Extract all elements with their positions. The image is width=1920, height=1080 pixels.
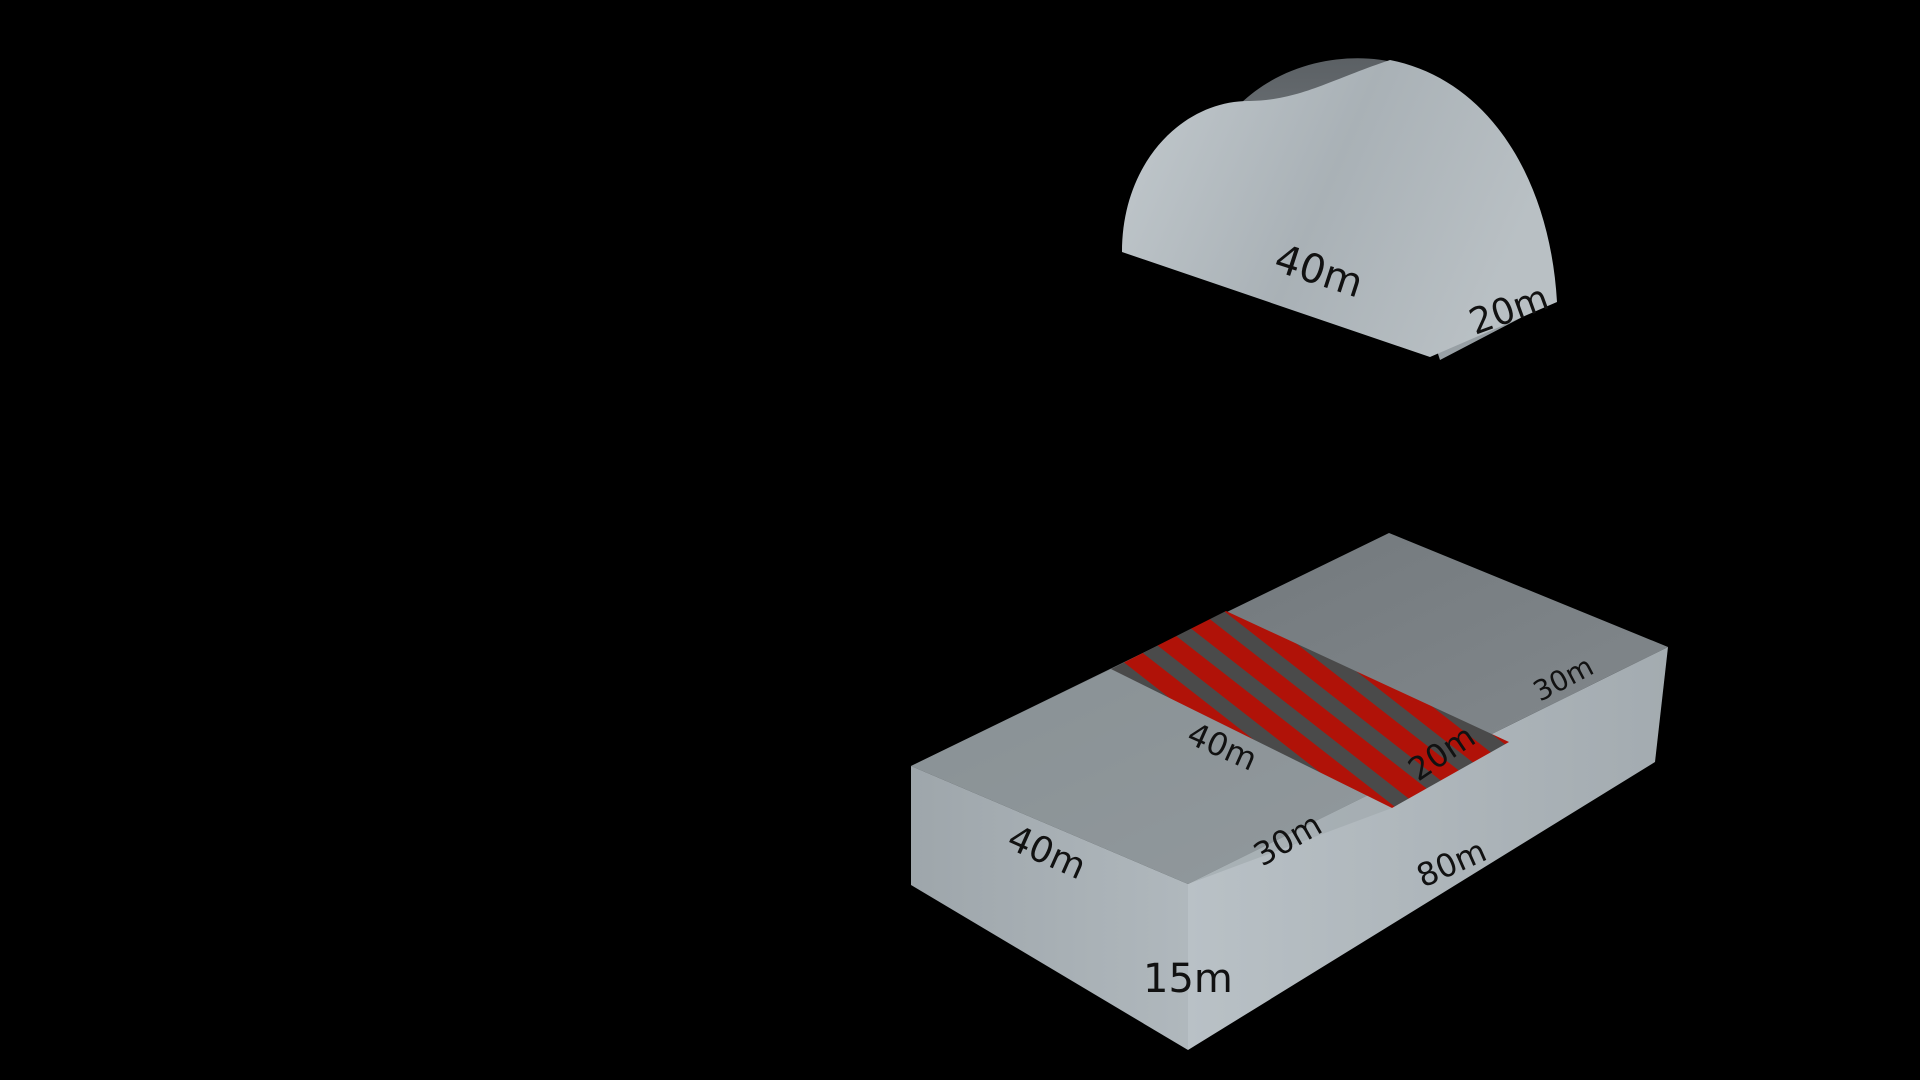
block-front-face bbox=[1188, 647, 1668, 1050]
rectangular-block-shape: 40m 20m 30m 30m 40m 80m 15m bbox=[911, 533, 1668, 1050]
block-striped-slot bbox=[1111, 611, 1509, 808]
block-top-left-region bbox=[911, 669, 1392, 884]
block-left-face bbox=[911, 766, 1188, 1050]
half-cylinder-shape: 40m 20m bbox=[1122, 58, 1557, 360]
block-height-label: 15m bbox=[1143, 956, 1233, 1002]
half-cylinder-body bbox=[1122, 60, 1557, 357]
